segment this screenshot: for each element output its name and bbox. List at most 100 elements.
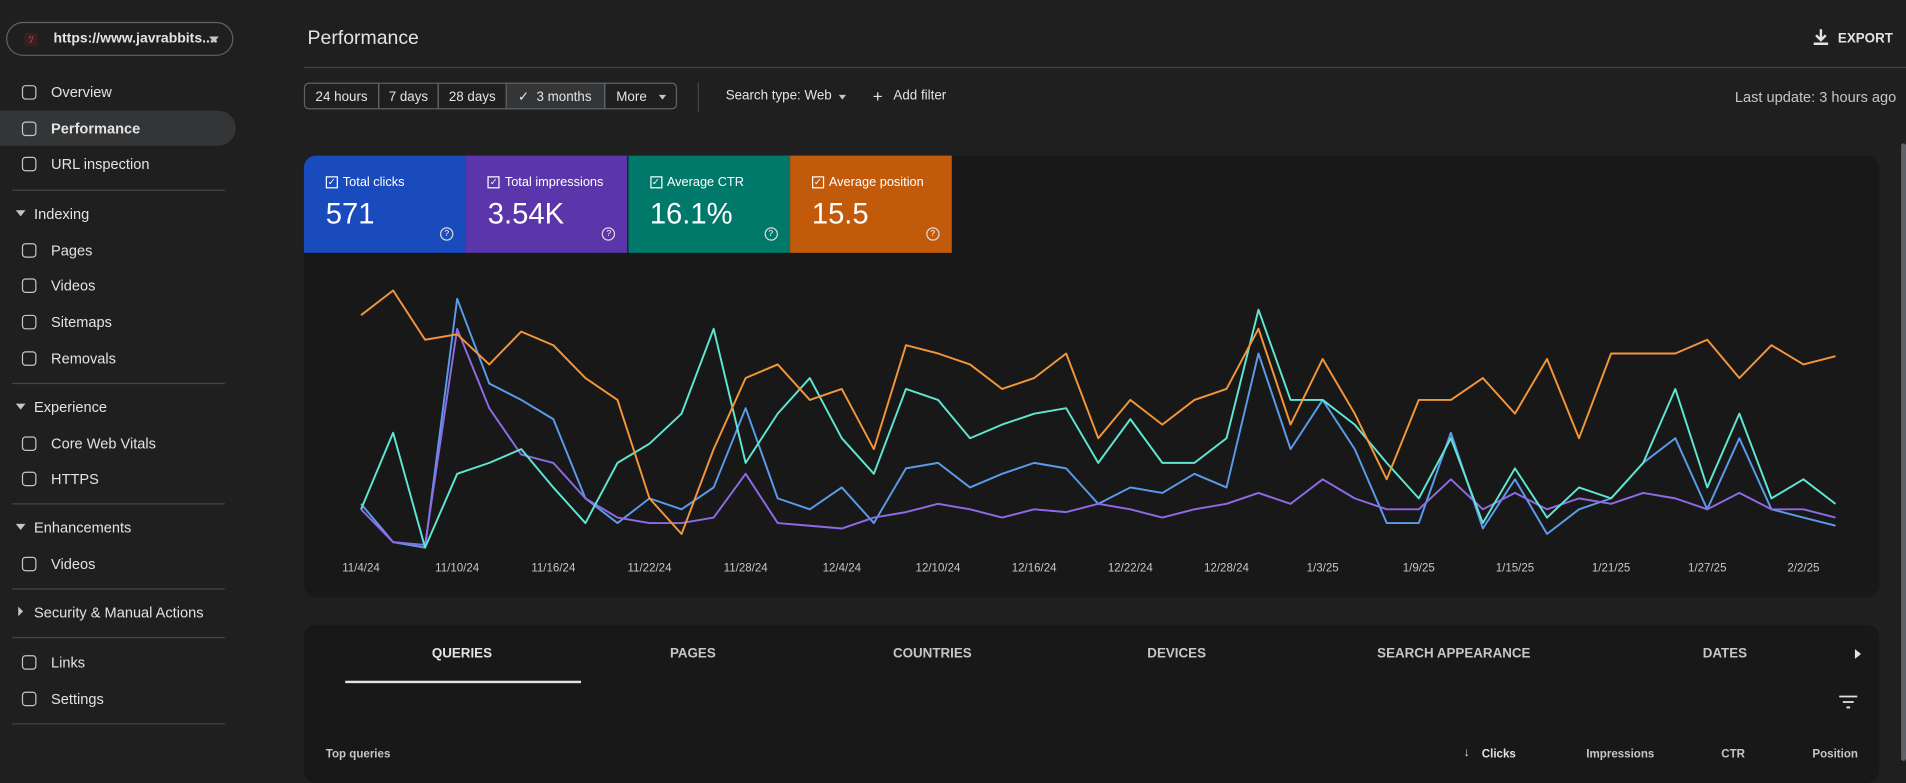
help-icon: ? bbox=[602, 227, 616, 241]
sort-arrow: ↓ bbox=[1463, 746, 1470, 760]
column-header[interactable]: Clicks bbox=[1481, 747, 1516, 761]
tab-scroll[interactable] bbox=[1854, 649, 1862, 659]
page-title: Performance bbox=[307, 27, 419, 49]
dropdown-arrow bbox=[209, 36, 219, 43]
range-chip[interactable]: 24 hours bbox=[303, 82, 380, 110]
chip-label: 24 hours bbox=[315, 89, 368, 105]
x-tick-label: 2/2/25 bbox=[1787, 562, 1819, 574]
nav-icon bbox=[21, 351, 37, 366]
export-button[interactable]: EXPORT bbox=[1837, 31, 1893, 47]
nav-item[interactable]: Performance bbox=[51, 120, 141, 138]
metric-value: 15.5 bbox=[811, 198, 869, 231]
x-tick-label: 11/4/24 bbox=[342, 562, 380, 574]
nav-item[interactable]: Links bbox=[51, 653, 86, 671]
section-title[interactable]: Experience bbox=[34, 398, 108, 416]
nav-item[interactable]: Core Web Vitals bbox=[51, 434, 156, 452]
dropdown-arrow bbox=[658, 94, 667, 100]
search-type[interactable]: Search type: Web bbox=[725, 88, 832, 104]
tab[interactable]: DATES bbox=[1702, 646, 1748, 662]
tab[interactable]: QUERIES bbox=[431, 646, 493, 662]
nav-icon bbox=[21, 314, 37, 330]
x-tick-label: 1/21/25 bbox=[1592, 562, 1630, 574]
x-tick-label: 12/16/24 bbox=[1012, 562, 1057, 574]
metric-card[interactable]: ✓ Total impressions 3.54K? bbox=[465, 155, 628, 253]
more-chip[interactable]: More bbox=[604, 82, 678, 110]
tab[interactable]: COUNTRIES bbox=[892, 646, 972, 662]
metric-label: Average position bbox=[828, 175, 924, 190]
divider bbox=[12, 723, 225, 725]
nav-icon bbox=[21, 278, 37, 294]
check-icon: ✓ bbox=[517, 89, 530, 105]
property-url: https://www.javrabbits.... bbox=[53, 31, 218, 47]
chip-label: 7 days bbox=[388, 89, 429, 105]
metric-label: Total impressions bbox=[504, 175, 604, 190]
x-tick-label: 12/10/24 bbox=[916, 562, 961, 574]
metric-label: Total clicks bbox=[342, 175, 405, 190]
section-caret bbox=[18, 606, 24, 617]
section-title[interactable]: Enhancements bbox=[34, 519, 132, 537]
header-divider bbox=[303, 66, 1906, 69]
divider bbox=[12, 382, 225, 384]
metric-label: Average CTR bbox=[666, 175, 744, 190]
help-icon: ? bbox=[926, 227, 940, 241]
nav-item[interactable]: Videos bbox=[51, 277, 96, 295]
scrollbar bbox=[1901, 143, 1906, 761]
chart: 11/4/24 11/10/24 11/16/24 11/22/24 11/28/24 1… bbox=[342, 289, 1837, 574]
nav-item[interactable]: Removals bbox=[51, 349, 116, 367]
column-header: Top queries bbox=[325, 747, 391, 761]
nav-item[interactable]: Videos bbox=[51, 555, 96, 573]
x-tick-label: 11/16/24 bbox=[531, 562, 576, 574]
series-line bbox=[360, 297, 1836, 549]
nav-item[interactable]: URL inspection bbox=[51, 155, 150, 173]
x-tick-label: 1/3/25 bbox=[1307, 562, 1339, 574]
nav-icon bbox=[21, 435, 37, 451]
section-title[interactable]: Security & Manual Actions bbox=[34, 604, 204, 622]
metric-card[interactable]: ✓ Total clicks 571? bbox=[303, 155, 466, 253]
nav-icon bbox=[21, 655, 37, 670]
x-tick-label: 11/22/24 bbox=[627, 562, 672, 574]
nav-icon bbox=[21, 471, 37, 487]
help-icon: ? bbox=[440, 227, 454, 241]
range-chip[interactable]: 7 days bbox=[378, 82, 439, 110]
plus-icon: + bbox=[872, 86, 883, 106]
add-filter[interactable]: Add filter bbox=[893, 88, 947, 104]
divider bbox=[12, 503, 225, 505]
help-icon: ? bbox=[764, 227, 778, 241]
tab-indicator bbox=[345, 680, 582, 684]
series-line bbox=[360, 289, 1836, 535]
column-header[interactable]: Position bbox=[1812, 747, 1858, 761]
table-panel bbox=[303, 624, 1880, 783]
last-update: Last update: 3 hours ago bbox=[1734, 88, 1897, 106]
property-selector[interactable]: ﾂ https://www.javrabbits.... bbox=[6, 21, 234, 56]
chip-label: 28 days bbox=[448, 89, 496, 105]
metric-value: 16.1% bbox=[649, 198, 733, 231]
nav-icon bbox=[21, 85, 37, 100]
divider bbox=[12, 189, 225, 191]
metric-card[interactable]: ✓ Average position 15.5? bbox=[789, 155, 952, 253]
checkbox: ✓ bbox=[811, 176, 825, 189]
tab[interactable]: DEVICES bbox=[1147, 646, 1207, 662]
checkbox: ✓ bbox=[649, 176, 662, 189]
nav-item[interactable]: HTTPS bbox=[51, 470, 99, 488]
series-line bbox=[360, 308, 1837, 549]
tab[interactable]: SEARCH APPEARANCE bbox=[1377, 646, 1531, 662]
nav-item[interactable]: Pages bbox=[51, 241, 93, 259]
section-title[interactable]: Indexing bbox=[34, 205, 90, 223]
nav-icon bbox=[21, 691, 37, 707]
section-caret bbox=[15, 403, 26, 410]
tab[interactable]: PAGES bbox=[669, 646, 716, 662]
nav-item[interactable]: Overview bbox=[51, 83, 112, 101]
nav-item[interactable]: Sitemaps bbox=[51, 313, 112, 331]
metric-card[interactable]: ✓ Average CTR 16.1%? bbox=[627, 155, 790, 253]
nav-item[interactable]: Settings bbox=[51, 690, 104, 708]
range-chip[interactable]: 28 days bbox=[437, 82, 507, 110]
dropdown-arrow bbox=[838, 94, 847, 100]
chip-label: More bbox=[616, 89, 647, 105]
range-chip[interactable]: ✓ 3 months bbox=[505, 82, 606, 110]
x-tick-label: 11/28/24 bbox=[724, 562, 769, 574]
metric-value: 571 bbox=[325, 198, 375, 231]
filter-icon[interactable] bbox=[1839, 695, 1858, 709]
column-header[interactable]: Impressions bbox=[1586, 747, 1655, 761]
export-icon bbox=[1813, 29, 1829, 45]
column-header[interactable]: CTR bbox=[1721, 747, 1745, 761]
